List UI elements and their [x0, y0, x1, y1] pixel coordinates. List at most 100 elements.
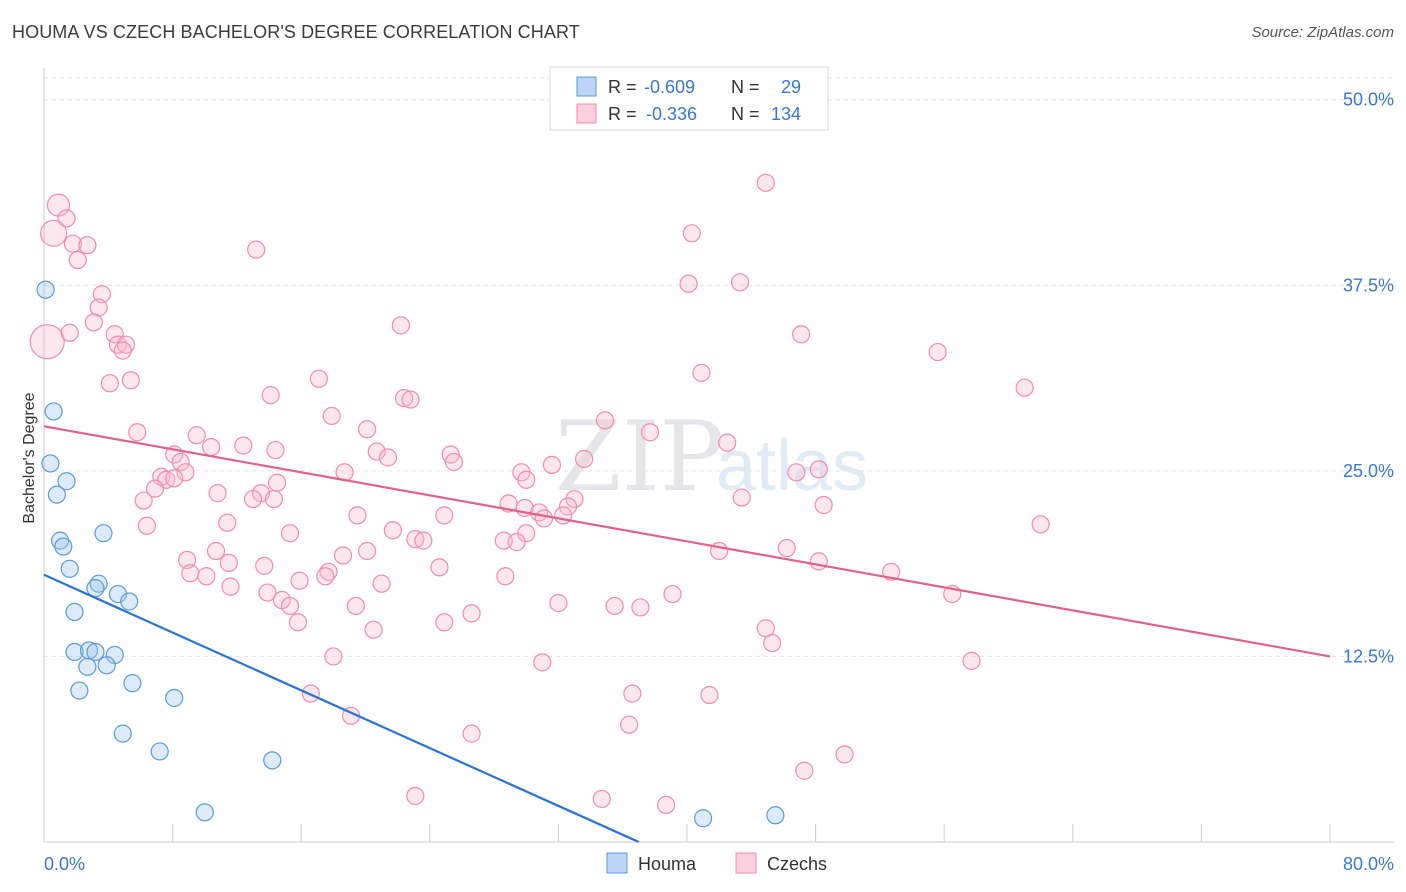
y-tick-label: 50.0%	[1343, 90, 1394, 110]
houma-point	[693, 809, 713, 828]
czechs-point	[92, 285, 111, 304]
czechs-point	[391, 316, 410, 335]
houma-point	[54, 537, 73, 556]
czechs-point	[290, 571, 309, 590]
czechs-point	[258, 583, 277, 602]
czechs-point	[181, 564, 200, 583]
houma-point	[70, 681, 89, 700]
source-label: Source: ZipAtlas.com	[1251, 24, 1394, 41]
czechs-point	[100, 374, 120, 393]
czechs-point	[333, 546, 353, 565]
czechs-point	[795, 761, 814, 780]
czechs-point	[430, 558, 449, 577]
czechs-point	[595, 411, 615, 430]
czechs-point	[316, 567, 335, 586]
czechs-point	[462, 724, 481, 743]
czechs-point	[266, 440, 285, 460]
czechs-point	[1031, 515, 1050, 534]
czechs-point	[962, 651, 981, 670]
houma-r-value: -0.609	[644, 77, 695, 97]
czechs-point	[507, 533, 526, 552]
czechs-point	[692, 363, 711, 382]
czechs-point	[835, 745, 854, 764]
czechs-point	[197, 567, 216, 586]
houma-point	[113, 724, 132, 743]
houma-point	[78, 657, 97, 676]
czechs-point	[176, 463, 195, 482]
czechs-point	[592, 789, 611, 809]
houma-point	[60, 559, 79, 578]
czechs-point	[322, 406, 341, 426]
czechs-point	[814, 495, 833, 515]
czechs-point	[177, 550, 197, 570]
czechs-point	[565, 489, 584, 509]
czechs-point	[777, 538, 796, 558]
czechs-point	[137, 516, 156, 535]
czechs-point	[113, 341, 132, 360]
czechs-point	[809, 460, 828, 479]
czechs-point	[533, 653, 552, 672]
czechs-legend-label: Czechs	[767, 854, 827, 874]
czechs-point	[206, 541, 226, 561]
stats-legend: R = -0.609 N = 29 R = -0.336 N = 134	[549, 66, 829, 131]
czechs-point	[288, 613, 308, 632]
houma-point	[263, 751, 282, 770]
houma-n-value: 29	[781, 77, 801, 97]
czechs-point	[378, 448, 398, 467]
x-tick-label-min: 0.0%	[44, 854, 85, 874]
houma-point	[108, 584, 128, 604]
czechs-point	[435, 613, 454, 632]
y-tick-label: 37.5%	[1343, 275, 1394, 295]
houma-point	[65, 602, 84, 621]
houma-point	[86, 579, 105, 598]
czechs-point	[105, 325, 124, 344]
czechs-point	[517, 470, 536, 489]
czechs-point	[787, 463, 806, 482]
czechs-point	[243, 489, 263, 509]
czechs-point	[732, 488, 751, 507]
houma-point	[57, 472, 76, 491]
czechs-point	[657, 795, 676, 814]
czechs-point	[264, 489, 283, 509]
czechs-point	[219, 553, 238, 572]
czechs-point	[171, 452, 190, 472]
czechs-point	[1015, 378, 1034, 397]
czechs-point	[549, 593, 568, 613]
czechs-point	[324, 647, 343, 666]
czechs-point	[68, 250, 87, 270]
houma-point	[65, 642, 84, 662]
czechs-r-value: -0.336	[646, 104, 697, 124]
czechs-point	[444, 452, 464, 472]
czechs-point	[534, 509, 554, 528]
houma-r-label: R =	[608, 77, 637, 97]
czechs-point	[280, 524, 300, 543]
czechs-point	[406, 786, 425, 806]
czechs-point	[187, 426, 206, 445]
czechs-point	[542, 455, 562, 475]
czechs-point	[575, 449, 594, 469]
houma-point	[36, 280, 55, 299]
houma-point	[195, 803, 214, 822]
czechs-point	[261, 386, 280, 405]
houma-legend-marker	[606, 852, 628, 874]
czechs-point	[208, 484, 227, 503]
houma-point	[123, 674, 142, 693]
czechs-point	[255, 556, 274, 575]
czechs-point	[640, 423, 660, 442]
czechs-point	[372, 574, 391, 593]
czechs-point	[682, 224, 701, 243]
czechs-point	[358, 420, 377, 439]
watermark-atlas: atlas	[716, 426, 868, 506]
y-tick-label: 25.0%	[1343, 461, 1394, 481]
czechs-point	[247, 240, 266, 259]
czechs-point	[756, 173, 775, 192]
czechs-point	[401, 390, 420, 409]
y-tick-label: 12.5%	[1343, 646, 1394, 666]
houma-point	[165, 688, 184, 708]
czechs-point	[234, 436, 253, 455]
czechs-point	[496, 567, 515, 586]
grid	[44, 77, 1394, 657]
czechs-point	[605, 596, 624, 616]
czechs-legend-marker	[735, 852, 757, 874]
czechs-point	[809, 552, 828, 571]
